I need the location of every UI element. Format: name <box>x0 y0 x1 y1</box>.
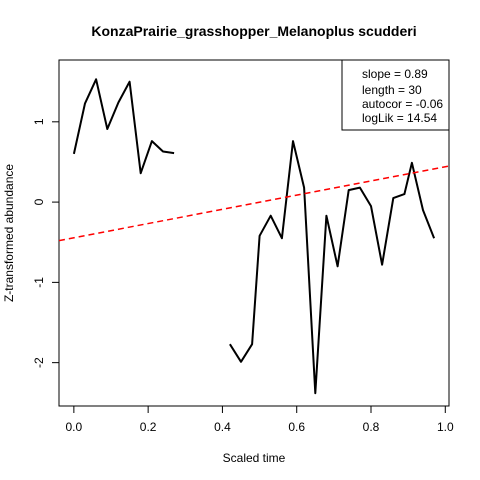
x-tick-label: 0.8 <box>363 420 380 434</box>
x-axis-label: Scaled time <box>223 451 286 465</box>
trend-line <box>58 165 450 242</box>
y-tick-label: -1 <box>32 277 46 288</box>
legend-entry-loglik: logLik = 14.54 <box>362 111 437 125</box>
y-tick-label: 0 <box>32 198 46 205</box>
series-layer <box>58 78 450 395</box>
x-axis: 0.0 0.2 0.4 0.6 0.8 1.0 <box>66 406 454 434</box>
y-tick-label: 1 <box>32 118 46 125</box>
plot-frame <box>58 59 450 407</box>
plot-area <box>58 59 450 407</box>
y-tick-label: -2 <box>32 357 46 368</box>
x-tick-label: 1.0 <box>437 420 454 434</box>
legend-entry-autocor: autocor = -0.06 <box>362 97 443 111</box>
chart-title: KonzaPrairie_grasshopper_Melanoplus scud… <box>91 23 416 39</box>
y-axis-label: Z-transformed abundance <box>2 164 16 302</box>
x-tick-label: 0.0 <box>66 420 83 434</box>
y-axis: -2 -1 0 1 <box>32 118 59 368</box>
x-tick-label: 0.2 <box>140 420 157 434</box>
legend-box <box>341 59 450 131</box>
legend: slope = 0.89 length = 30 autocor = -0.06… <box>341 59 450 131</box>
x-tick-label: 0.6 <box>288 420 305 434</box>
abundance-line <box>72 78 436 395</box>
legend-entry-length: length = 30 <box>362 83 422 97</box>
legend-entry-slope: slope = 0.89 <box>362 67 428 81</box>
x-tick-label: 0.4 <box>214 420 231 434</box>
